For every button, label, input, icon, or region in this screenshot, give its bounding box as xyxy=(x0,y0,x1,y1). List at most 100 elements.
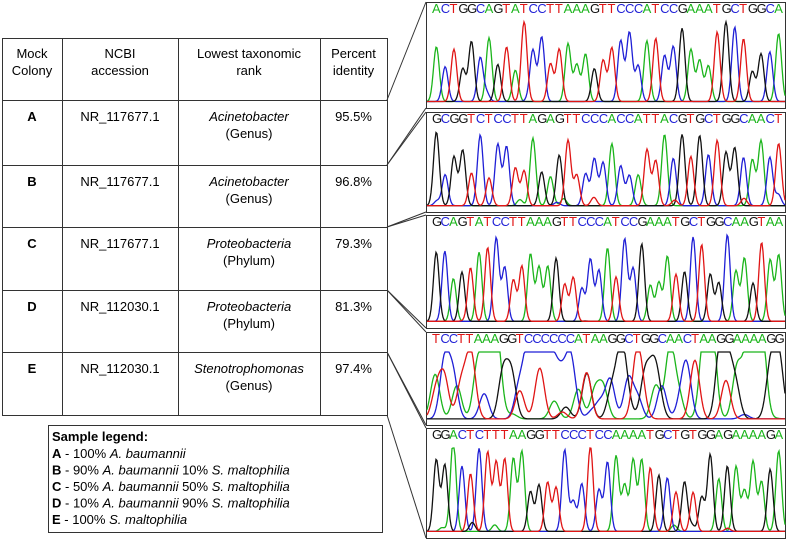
base: T xyxy=(466,214,474,229)
header-cell: Percent identity xyxy=(331,46,376,78)
base: A xyxy=(732,214,741,229)
base: A xyxy=(708,331,717,346)
base: T xyxy=(450,1,458,16)
base: T xyxy=(502,1,510,16)
base: G xyxy=(616,331,626,346)
base: G xyxy=(552,214,562,229)
base: C xyxy=(739,111,748,126)
base: G xyxy=(723,427,733,442)
base: T xyxy=(612,214,620,229)
base: A xyxy=(599,331,608,346)
base: A xyxy=(591,331,600,346)
base: C xyxy=(524,331,533,346)
base: A xyxy=(612,427,621,442)
connector xyxy=(386,1,427,101)
base: T xyxy=(774,111,782,126)
base: G xyxy=(493,1,503,16)
base: A xyxy=(574,331,583,346)
legend-title: Sample legend: xyxy=(52,429,148,444)
base: A xyxy=(526,214,535,229)
base: C xyxy=(441,111,450,126)
header-cell: NCBI accession xyxy=(91,46,149,78)
legend-item: E - 100% S. maltophilia xyxy=(52,512,187,527)
base: G xyxy=(678,111,688,126)
base: C xyxy=(529,1,538,16)
legend-box xyxy=(48,425,383,533)
legend-text: 90% xyxy=(178,496,211,511)
base: A xyxy=(750,331,759,346)
base: C xyxy=(663,427,672,442)
base: T xyxy=(651,111,659,126)
base: T xyxy=(569,214,577,229)
rank-cell: (Genus) xyxy=(226,378,273,393)
colony-cell: D xyxy=(27,299,36,314)
header-line: Colony xyxy=(12,63,53,78)
base: A xyxy=(732,427,741,442)
base: T xyxy=(672,427,680,442)
base: C xyxy=(560,427,569,442)
base: A xyxy=(660,111,669,126)
base: C xyxy=(658,331,667,346)
base: G xyxy=(637,214,647,229)
base: T xyxy=(432,331,440,346)
base: C xyxy=(620,214,629,229)
identity-cell: 81.3% xyxy=(335,299,372,314)
header-cell: Lowest taxonomic rank xyxy=(197,46,302,78)
base: G xyxy=(432,427,442,442)
base: C xyxy=(616,111,625,126)
header-cell: Mock Colony xyxy=(12,46,53,78)
base: C xyxy=(730,1,739,16)
colony-cell: C xyxy=(27,236,37,251)
connector xyxy=(386,214,427,228)
base: C xyxy=(440,331,449,346)
trace xyxy=(427,133,786,207)
base: A xyxy=(509,427,518,442)
base: A xyxy=(741,331,750,346)
base: C xyxy=(537,1,546,16)
base: G xyxy=(432,214,442,229)
sequence: ACTGGCAGTATCCTTAAAGTTCCCATCCGAAATGCTGGCA xyxy=(432,1,783,16)
trace xyxy=(427,447,785,533)
base: C xyxy=(569,427,578,442)
base: G xyxy=(467,1,477,16)
colony-cell: E xyxy=(28,361,37,376)
base: T xyxy=(646,427,654,442)
base: G xyxy=(537,111,547,126)
base: T xyxy=(713,111,721,126)
header-line: accession xyxy=(91,63,149,78)
base: C xyxy=(669,111,678,126)
base: T xyxy=(691,331,699,346)
base: C xyxy=(475,427,484,442)
legend-text: - 10% xyxy=(61,496,102,511)
base: C xyxy=(586,214,595,229)
base: A xyxy=(699,331,708,346)
accession-cell: NR_117677.1 xyxy=(80,174,159,189)
base: G xyxy=(775,331,785,346)
base: C xyxy=(689,214,698,229)
base: T xyxy=(582,331,590,346)
connector xyxy=(386,289,427,333)
base: A xyxy=(766,214,775,229)
base: G xyxy=(526,427,536,442)
header-line: NCBI xyxy=(104,46,135,61)
accession-cell: NR_117677.1 xyxy=(80,109,159,124)
legend-text: S. maltophilia xyxy=(212,479,290,494)
identity-cell: 96.8% xyxy=(335,174,372,189)
base: C xyxy=(599,111,608,126)
base: C xyxy=(629,214,638,229)
base: T xyxy=(483,427,491,442)
base: A xyxy=(634,111,643,126)
base: C xyxy=(669,1,678,16)
base: T xyxy=(689,427,697,442)
legend-text: 50% xyxy=(178,479,211,494)
legend-text: 10% xyxy=(178,463,211,478)
base: A xyxy=(511,1,520,16)
base: C xyxy=(541,331,550,346)
base: C xyxy=(634,1,643,16)
taxon-cell: Acinetobacter xyxy=(208,109,289,124)
header-line: rank xyxy=(236,63,262,78)
trace xyxy=(427,241,785,322)
base: G xyxy=(715,214,725,229)
base: T xyxy=(520,111,528,126)
base: G xyxy=(458,1,468,16)
